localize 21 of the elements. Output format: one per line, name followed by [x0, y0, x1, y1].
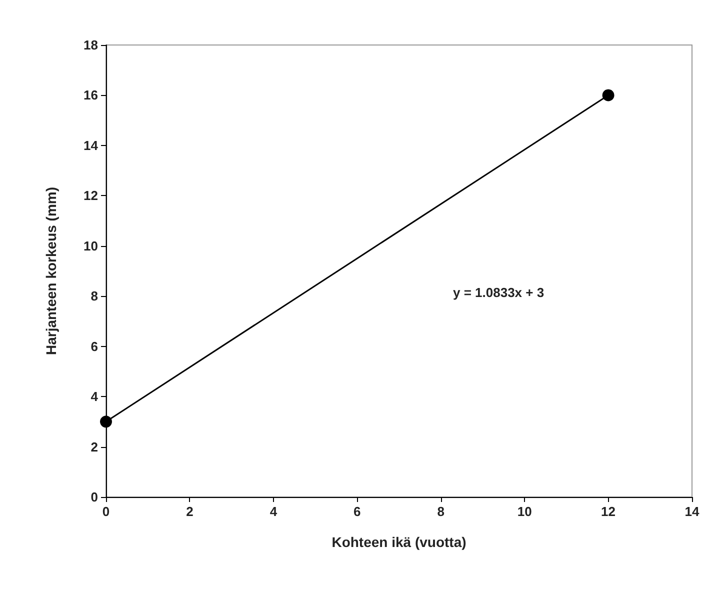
x-tick-label: 2 — [186, 504, 194, 519]
y-tick-label: 10 — [84, 238, 98, 254]
y-axis-title: Harjanteen korkeus (mm) — [43, 186, 59, 356]
y-tick-label: 4 — [90, 389, 99, 404]
x-axis-title: Kohteen ikä (vuotta) — [332, 534, 466, 550]
x-tick-label: 6 — [354, 504, 361, 519]
y-tick-label: 0 — [90, 490, 98, 504]
x-tick-label: 0 — [102, 504, 110, 519]
y-tick-label: 12 — [84, 188, 98, 204]
x-tick-label: 4 — [270, 504, 278, 519]
y-tick-label: 18 — [84, 38, 98, 52]
y-tick-label: 2 — [90, 439, 98, 454]
y-tick-label: 6 — [90, 338, 98, 354]
x-tick-label: 14 — [684, 504, 700, 519]
y-tick-label: 8 — [90, 288, 98, 304]
y-tick-label: 16 — [84, 88, 98, 103]
x-tick-label: 10 — [517, 504, 532, 519]
y-tick-label: 14 — [84, 138, 99, 153]
annotation: y = 1.0833x + 3 — [453, 285, 544, 300]
x-tick-label: 8 — [437, 504, 444, 519]
x-tick-label: 12 — [601, 504, 616, 519]
